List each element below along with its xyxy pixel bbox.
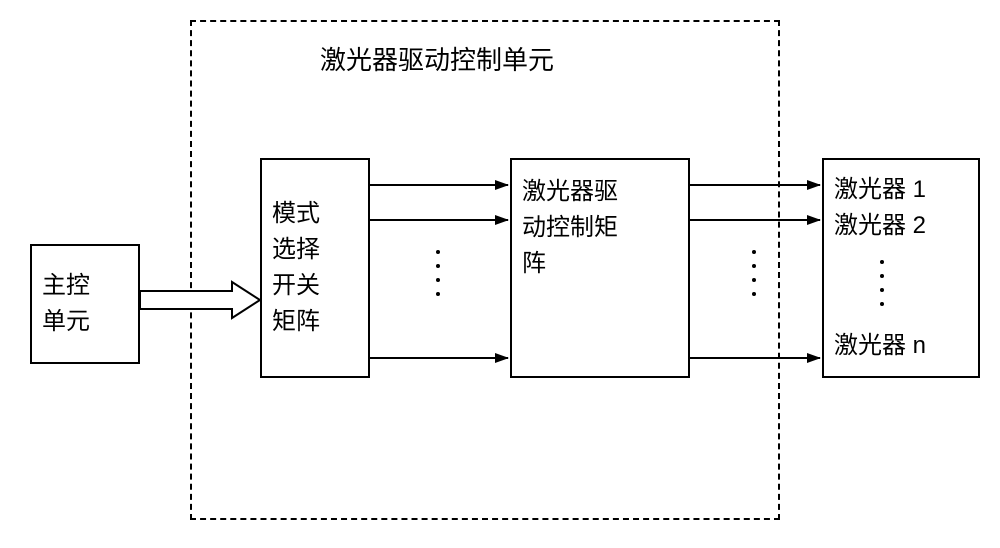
box-line: 选择 — [272, 232, 320, 268]
lasers-box: 激光器 1 激光器 2 激光器 n — [822, 158, 980, 378]
vertical-dots — [436, 250, 440, 296]
box-line: 阵 — [522, 246, 678, 282]
diagram-canvas: 激光器驱动控制单元 主控 单元 模式 选择 开关 矩阵 激光器驱 动控制矩 阵 … — [0, 0, 1000, 548]
box-line: 单元 — [42, 304, 128, 340]
box-line: 矩阵 — [272, 304, 320, 340]
lasers-top-group: 激光器 1 激光器 2 — [834, 172, 968, 244]
box-line: 动控制矩 — [522, 210, 678, 246]
main-control-unit-box: 主控 单元 — [30, 244, 140, 364]
box-line: 模式 — [272, 196, 320, 232]
laser-item: 激光器 n — [834, 328, 968, 364]
laser-item: 激光器 1 — [834, 172, 968, 208]
box-line: 主控 — [42, 268, 128, 304]
laser-item: 激光器 2 — [834, 208, 968, 244]
laser-driver-control-matrix-box: 激光器驱 动控制矩 阵 — [510, 158, 690, 378]
box-line: 开关 — [272, 268, 320, 304]
vertical-dots — [880, 260, 884, 306]
container-title: 激光器驱动控制单元 — [320, 40, 554, 77]
box-line: 激光器驱 — [522, 174, 678, 210]
vertical-dots — [752, 250, 756, 296]
mode-select-switch-matrix-box: 模式 选择 开关 矩阵 — [260, 158, 370, 378]
